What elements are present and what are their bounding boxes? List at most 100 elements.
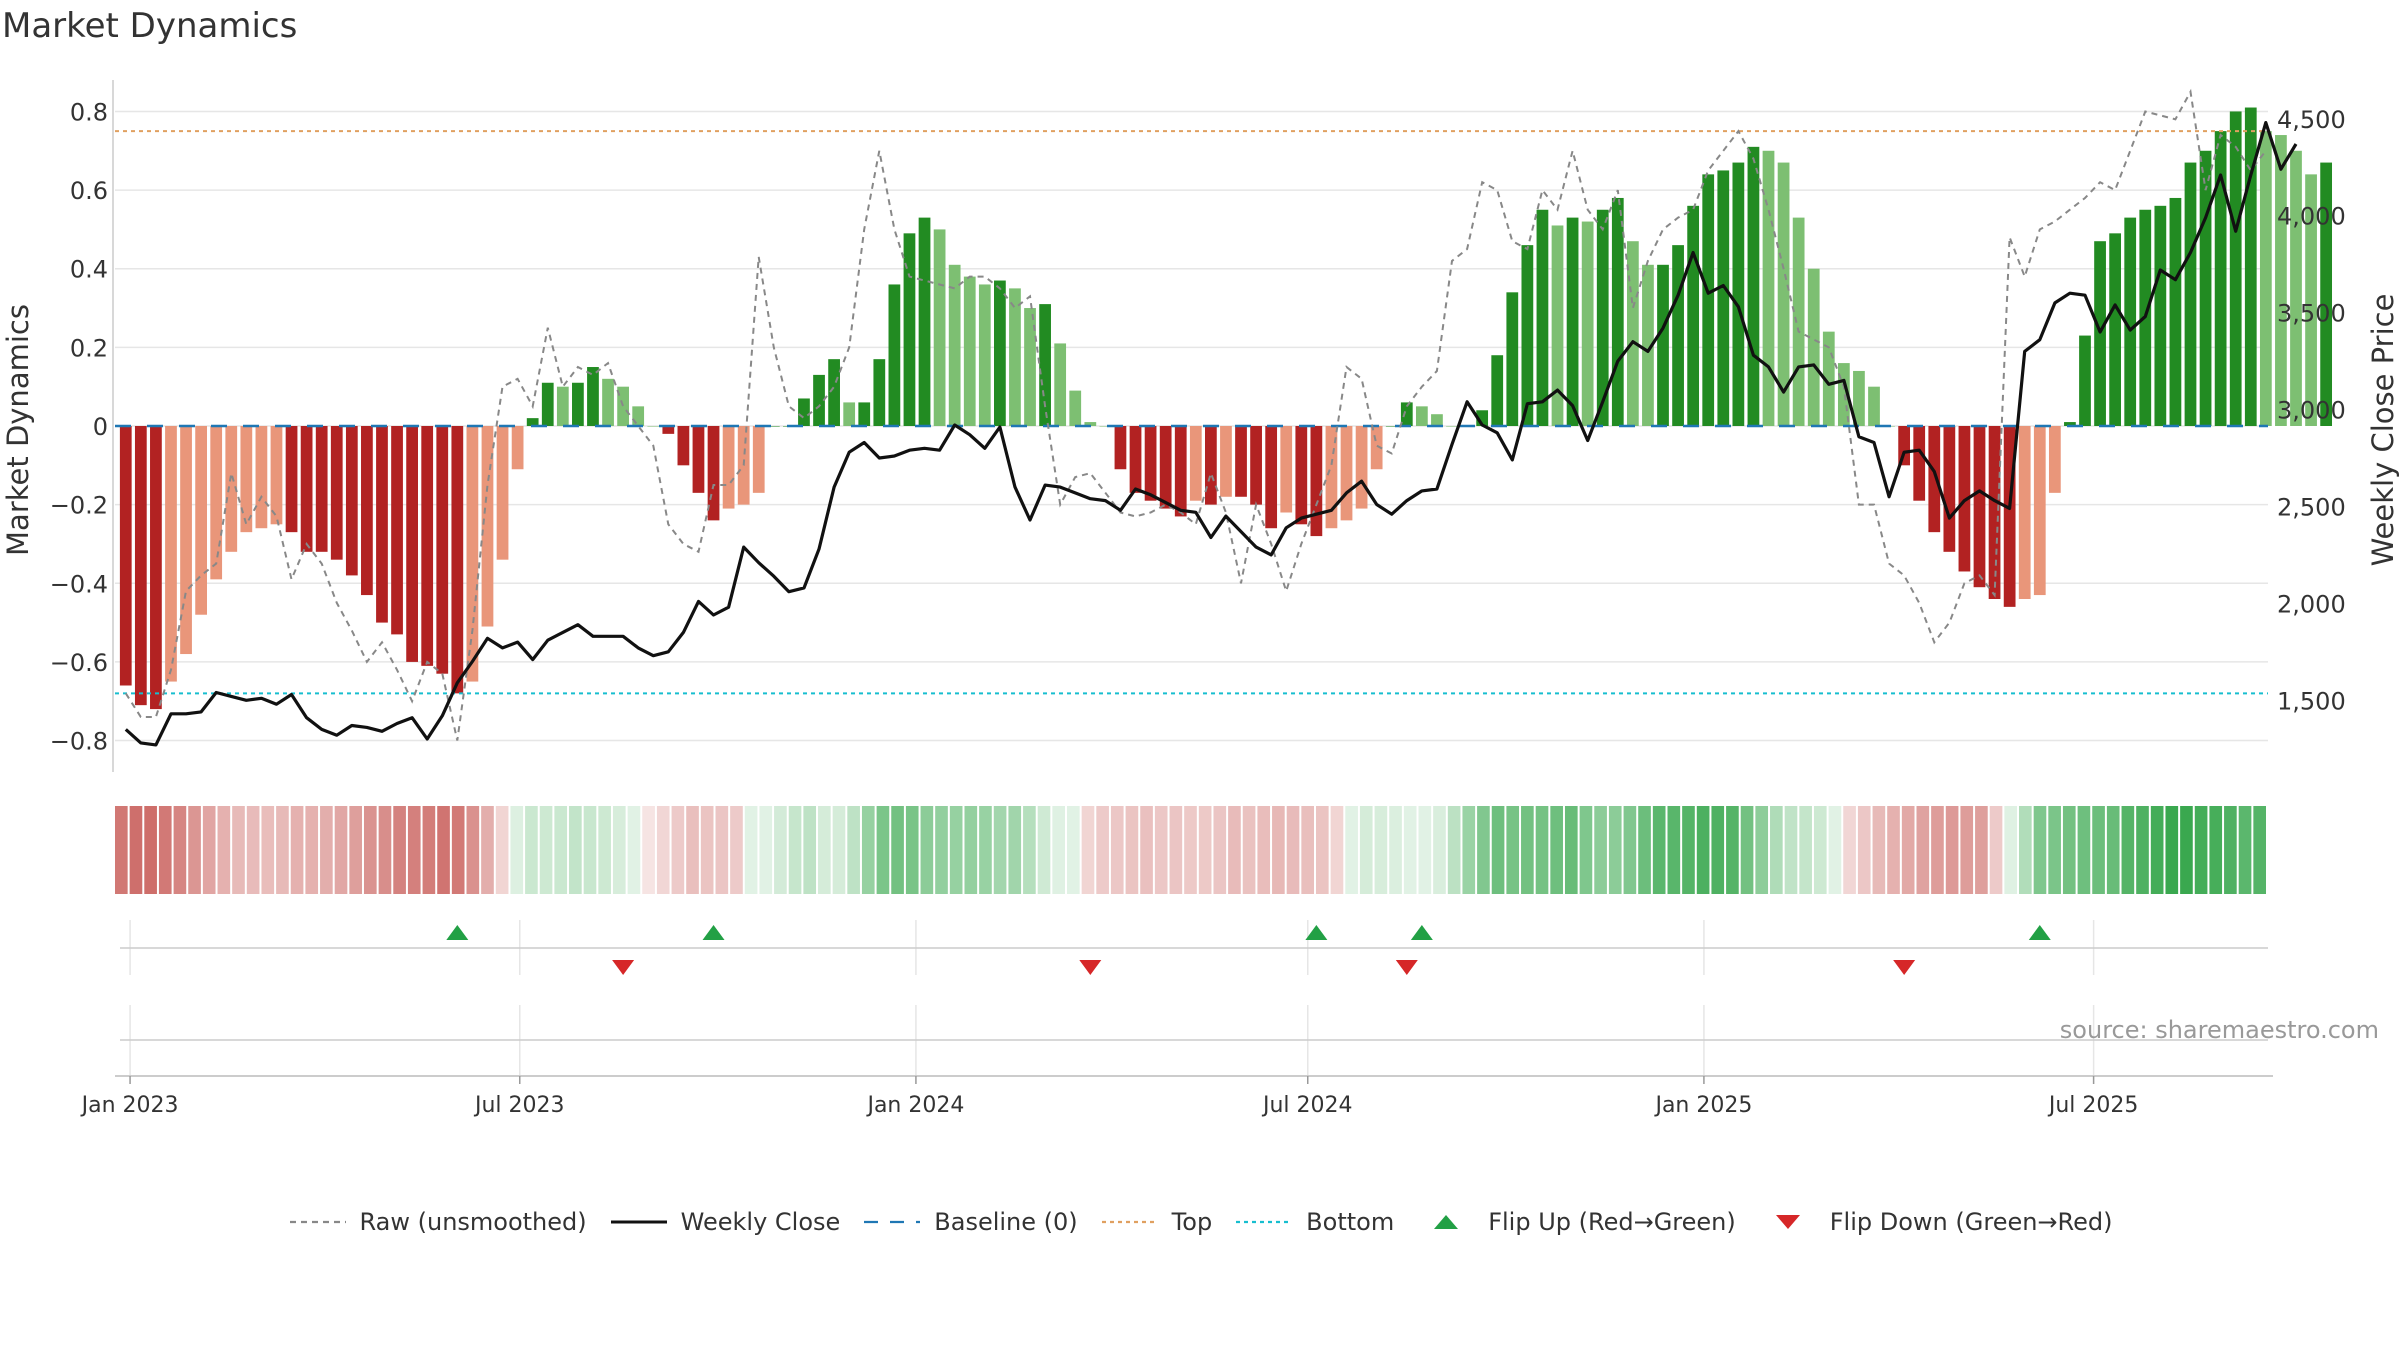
heat-strip-cell (1213, 806, 1227, 894)
dynamics-bar (828, 359, 840, 426)
legend-label: Baseline (0) (934, 1208, 1078, 1236)
dynamics-bar (1521, 245, 1534, 426)
heat-strip-cell (2106, 806, 2120, 894)
heat-strip-cell (2048, 806, 2061, 894)
dynamics-bar (1672, 245, 1684, 426)
dynamics-bar (903, 233, 916, 426)
heat-strip-cell (2121, 806, 2135, 894)
dynamics-bar (2305, 174, 2317, 426)
legend-label: Flip Down (Green→Red) (1829, 1208, 2113, 1236)
heat-strip-cell (232, 806, 245, 894)
dynamics-bar (662, 426, 675, 434)
dynamics-bar (285, 426, 298, 533)
heat-strip-cell (1140, 806, 1153, 894)
dynamics-bar (1476, 410, 1489, 426)
heat-strip-cell (1110, 806, 1124, 894)
dynamics-bar (210, 426, 223, 580)
heat-strip-cell (891, 806, 904, 894)
heat-strip-cell (1345, 806, 1358, 894)
heat-strip-cell (730, 806, 743, 894)
heat-strip-cell (437, 806, 450, 894)
y2-tick-label: 2,500 (2277, 493, 2346, 521)
heat-strip-cell (759, 806, 773, 894)
heat-strip-cell (2165, 806, 2179, 894)
y-tick-label: 0 (93, 413, 108, 441)
dynamics-bar (2018, 426, 2031, 599)
dynamics-bar (918, 217, 931, 426)
triangle-up-icon (1434, 1215, 1459, 1229)
line-layer (115, 88, 2298, 747)
legend: Raw (unsmoothed) Weekly Close Baseline (0)… (0, 1208, 2400, 1236)
dynamics-bar (602, 378, 614, 426)
heat-strip-cell (2136, 806, 2149, 894)
heat-strip-cell (539, 806, 553, 894)
dynamics-bar (2109, 233, 2122, 426)
heat-strip-cell (905, 806, 919, 894)
dynamics-bar (752, 426, 765, 493)
heat-strip-cell (1491, 806, 1505, 894)
dynamics-bar (2244, 107, 2257, 426)
heat-strip-cell (305, 806, 319, 894)
heat-strip-cell (2194, 806, 2208, 894)
heat-strip-cell (1916, 806, 1930, 894)
dynamics-bar (1174, 426, 1187, 517)
dynamics-bar (1792, 217, 1805, 426)
heat-strip-cell (378, 806, 392, 894)
heat-strip-cell (598, 806, 611, 894)
heat-strip-cell (671, 806, 685, 894)
heat-strip-cell (1535, 806, 1549, 894)
heat-strip-cell (1184, 806, 1197, 894)
dynamics-bar (451, 426, 464, 694)
legend-item: Top (1100, 1208, 1212, 1236)
legend-item: Flip Up (Red→Green) (1416, 1208, 1736, 1236)
heat-strip-cell (656, 806, 670, 894)
dynamics-bar (134, 426, 147, 706)
dynamics-bar (1596, 209, 1609, 426)
heat-strip-cell (261, 806, 275, 894)
dynamics-bar (1114, 426, 1127, 470)
heat-strip-cell (1770, 806, 1783, 894)
heat-strip-cell (1359, 806, 1373, 894)
y-tick-label: 0.8 (70, 98, 108, 126)
y-tick-label: −0.8 (50, 728, 108, 756)
y2-tick-label: 3,500 (2277, 300, 2346, 328)
dynamics-bar (1807, 268, 1820, 426)
heat-strip-cell (700, 806, 714, 894)
bar-layer (119, 107, 2333, 710)
dynamics-bar (1385, 426, 1398, 427)
legend-label: Flip Up (Red→Green) (1488, 1208, 1736, 1236)
legend-swatch-triangle-up (1434, 1215, 1459, 1229)
dynamics-bar (1642, 264, 1654, 426)
legend-swatch-dotted-line (1101, 1220, 1158, 1224)
dynamics-bar (587, 367, 599, 426)
legend-swatch-triangle-down (1775, 1215, 1800, 1229)
heat-strip-cell (715, 806, 729, 894)
dynamics-bar (240, 426, 253, 533)
dynamics-bar (1702, 174, 1715, 426)
x-tick-label: Jul 2023 (473, 1093, 565, 1118)
heat-strip-cell (1125, 806, 1139, 894)
dynamics-bar (1235, 426, 1247, 497)
dynamics-bar (2259, 131, 2272, 426)
dynamics-bar (2229, 111, 2242, 427)
heat-strip-cell (320, 806, 333, 894)
flip-down-marker (612, 960, 635, 975)
dynamics-bar (1446, 426, 1458, 427)
dynamics-bar (617, 386, 629, 426)
heat-strip-cell (2062, 806, 2076, 894)
dynamics-bar (330, 426, 343, 560)
dynamics-bar (526, 418, 539, 426)
heat-strip-cell (2092, 806, 2105, 894)
heat-strip-cell (495, 806, 509, 894)
heat-strip-cell (803, 806, 817, 894)
heat-strip-cell (2150, 806, 2164, 894)
y-tick-label: 0.6 (70, 177, 108, 205)
y2-tick-label: 4,500 (2277, 106, 2346, 134)
y-tick-label: −0.6 (50, 649, 108, 677)
heat-strip-cell (920, 806, 934, 894)
heat-strip-cell (2209, 806, 2223, 894)
heat-strip-cell (818, 806, 831, 894)
dynamics-bar (1988, 426, 2001, 599)
heat-strip-cell (1477, 806, 1490, 894)
